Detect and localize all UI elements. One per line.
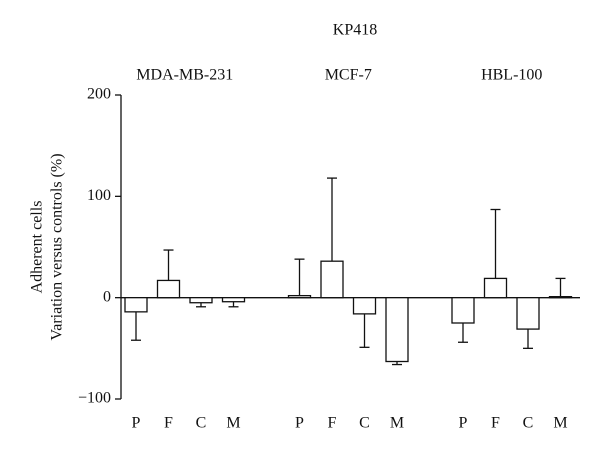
x-tick-label: P: [459, 415, 468, 432]
x-tick-label: P: [295, 415, 304, 432]
x-tick-label: M: [553, 415, 567, 432]
x-tick-label: C: [196, 415, 207, 432]
y-tick-label: 0: [103, 288, 111, 305]
group-label: HBL-100: [481, 67, 542, 84]
x-tick-label: F: [164, 415, 173, 432]
x-tick-label: P: [132, 415, 141, 432]
bar: [124, 297, 148, 313]
bar: [287, 294, 312, 299]
y-tick-label: 200: [87, 86, 111, 103]
bar: [352, 297, 377, 315]
bar: [483, 277, 508, 299]
bar: [385, 297, 409, 363]
x-tick-label: F: [491, 415, 500, 432]
bar: [548, 296, 573, 299]
bar: [189, 297, 213, 304]
bar: [221, 297, 246, 303]
bar: [320, 260, 344, 299]
bar: [451, 297, 475, 324]
y-axis-label: Variation versus controls (%): [49, 153, 66, 340]
bar: [156, 279, 181, 299]
y-tick-label: 100: [87, 187, 111, 204]
group-label: MDA-MB-231: [136, 67, 233, 84]
x-tick-label: C: [523, 415, 534, 432]
chart-title: KP418: [333, 22, 377, 39]
x-tick-label: M: [390, 415, 404, 432]
x-tick-label: C: [359, 415, 370, 432]
y-tick-label: −100: [78, 390, 111, 407]
x-tick-label: M: [226, 415, 240, 432]
y-axis-label: Adherent cells: [29, 201, 46, 294]
group-label: MCF-7: [325, 67, 372, 84]
x-tick-label: F: [328, 415, 337, 432]
bar: [516, 297, 540, 330]
